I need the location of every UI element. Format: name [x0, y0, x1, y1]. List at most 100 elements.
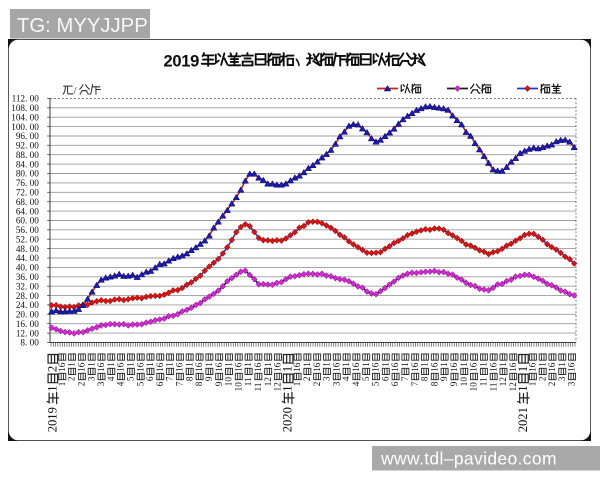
svg-text:16: 16 [96, 362, 106, 372]
svg-text:9: 9 [214, 381, 224, 386]
svg-text:8: 8 [184, 376, 194, 381]
svg-text:6: 6 [145, 376, 155, 381]
svg-text:1: 1 [322, 362, 332, 367]
svg-text:56. 00: 56. 00 [16, 225, 39, 235]
svg-text:1: 1 [302, 362, 312, 367]
svg-text:5: 5 [126, 376, 136, 381]
svg-text:36. 00: 36. 00 [16, 272, 39, 282]
svg-text:16: 16 [77, 362, 87, 372]
svg-text:16: 16 [508, 362, 518, 372]
svg-text:76. 00: 76. 00 [16, 178, 39, 188]
svg-text:40. 00: 40. 00 [16, 263, 39, 273]
svg-text:16: 16 [469, 362, 479, 372]
svg-text:1: 1 [243, 362, 253, 367]
svg-text:1: 1 [459, 362, 469, 367]
svg-text:1: 1 [528, 381, 538, 386]
svg-text:16: 16 [214, 362, 224, 372]
svg-text:1: 1 [439, 362, 449, 367]
svg-text:2020: 2020 [281, 407, 295, 432]
svg-text:9: 9 [449, 381, 459, 386]
svg-text:60. 00: 60. 00 [16, 216, 39, 226]
svg-text:2: 2 [67, 376, 77, 381]
svg-text:92. 00: 92. 00 [16, 141, 39, 151]
svg-text:16: 16 [567, 362, 577, 372]
svg-text:16: 16 [331, 362, 341, 372]
svg-text:3: 3 [567, 381, 577, 386]
svg-text:84. 00: 84. 00 [16, 159, 39, 169]
svg-text:1: 1 [516, 366, 530, 372]
svg-text:88. 00: 88. 00 [16, 150, 39, 160]
svg-text:11: 11 [243, 377, 253, 386]
svg-text:9: 9 [439, 376, 449, 381]
svg-text:100. 00: 100. 00 [11, 122, 39, 132]
svg-text:1: 1 [400, 362, 410, 367]
svg-text:3: 3 [86, 376, 96, 381]
svg-text:5: 5 [135, 381, 145, 386]
svg-text:1: 1 [145, 362, 155, 367]
svg-text:16. 00: 16. 00 [16, 319, 39, 329]
svg-text:1: 1 [498, 362, 508, 367]
svg-text:10: 10 [459, 377, 469, 387]
svg-text:1: 1 [67, 362, 77, 367]
svg-text:4: 4 [341, 376, 351, 381]
svg-text:8. 00: 8. 00 [20, 338, 39, 348]
svg-text:9: 9 [204, 376, 214, 381]
svg-text:12: 12 [508, 382, 518, 392]
svg-text:6: 6 [380, 376, 390, 381]
svg-text:10: 10 [469, 382, 479, 392]
svg-text:1: 1 [281, 366, 295, 372]
svg-text:1: 1 [380, 362, 390, 367]
svg-text:8: 8 [194, 381, 204, 386]
svg-text:4: 4 [106, 376, 116, 381]
svg-text:1: 1 [165, 362, 175, 367]
svg-text:1: 1 [537, 362, 547, 367]
svg-text:16: 16 [155, 362, 165, 372]
svg-text:2021: 2021 [516, 407, 530, 432]
svg-text:11: 11 [253, 382, 263, 391]
svg-text:3: 3 [322, 376, 332, 381]
svg-text:1: 1 [184, 362, 194, 367]
svg-text:7: 7 [165, 376, 175, 381]
svg-text:2: 2 [77, 381, 87, 386]
svg-text:2: 2 [312, 381, 322, 386]
svg-text:12: 12 [273, 382, 283, 392]
svg-text:1: 1 [361, 362, 371, 367]
svg-text:7: 7 [410, 381, 420, 386]
svg-text:1: 1 [86, 362, 96, 367]
svg-text:16: 16 [292, 362, 302, 372]
svg-text:16: 16 [390, 362, 400, 372]
svg-text:2019: 2019 [45, 407, 59, 432]
svg-text:16: 16 [135, 362, 145, 372]
svg-text:108. 00: 108. 00 [11, 103, 39, 113]
svg-text:16: 16 [253, 362, 263, 372]
svg-text:8: 8 [420, 376, 430, 381]
svg-text:4: 4 [116, 381, 126, 386]
svg-text:16: 16 [57, 362, 67, 372]
svg-text:1: 1 [204, 362, 214, 367]
svg-text:6: 6 [390, 381, 400, 386]
svg-text:10: 10 [224, 377, 234, 387]
svg-text:www.tdl–pavideo.com: www.tdl–pavideo.com [380, 449, 557, 469]
svg-text:16: 16 [116, 362, 126, 372]
svg-text:/: / [74, 85, 78, 97]
svg-text:12: 12 [263, 377, 273, 387]
svg-text:16: 16 [449, 362, 459, 372]
svg-text:3: 3 [96, 381, 106, 386]
svg-text:5: 5 [371, 381, 381, 386]
svg-text:112. 00: 112. 00 [12, 94, 40, 104]
svg-text:64. 00: 64. 00 [16, 206, 39, 216]
svg-text:104. 00: 104. 00 [11, 112, 39, 122]
svg-text:68. 00: 68. 00 [16, 197, 39, 207]
svg-text:2: 2 [537, 376, 547, 381]
svg-text:2: 2 [302, 376, 312, 381]
svg-text:1: 1 [420, 362, 430, 367]
svg-text:16: 16 [410, 362, 420, 372]
svg-text:20. 00: 20. 00 [16, 310, 39, 320]
svg-text:16: 16 [488, 362, 498, 372]
svg-text:6: 6 [155, 381, 165, 386]
svg-text:3: 3 [557, 376, 567, 381]
svg-text:10: 10 [233, 382, 243, 392]
svg-text:80. 00: 80. 00 [16, 169, 39, 179]
svg-text:16: 16 [194, 362, 204, 372]
svg-text:16: 16 [547, 362, 557, 372]
